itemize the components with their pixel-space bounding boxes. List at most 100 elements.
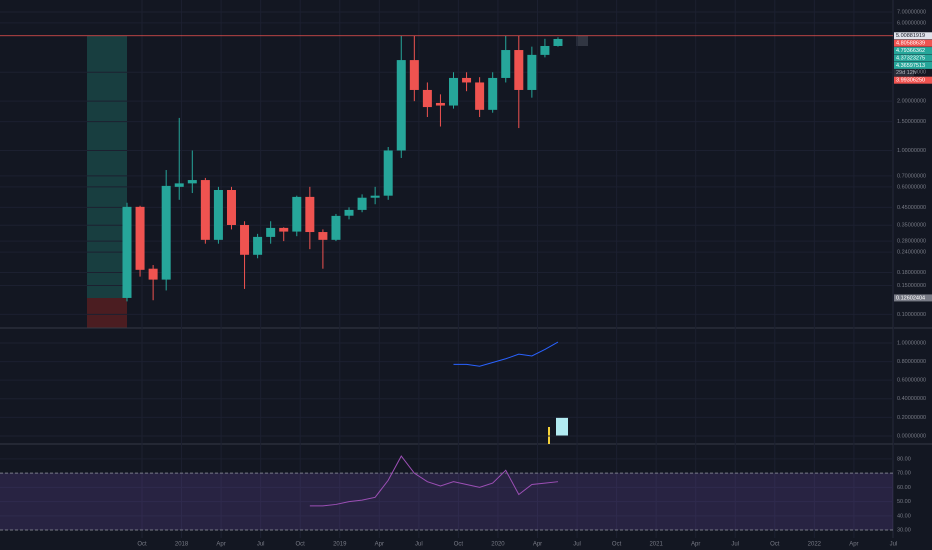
forecast-box [576,36,588,46]
candle-body [240,225,250,255]
y-tick-label: 7.00000000 [897,9,926,15]
price-label: 4.37323275 [896,55,925,61]
x-tick-label: Apr [691,542,700,548]
x-tick-label: 2018 [175,542,189,548]
y-tick-label: 1.50000000 [897,119,926,125]
x-tick-label: Oct [137,542,147,548]
y-tick-label: 0.80000000 [897,359,926,365]
candle-body [226,189,236,226]
y-tick-label: 0.10000000 [897,312,926,318]
x-tick-label: Jul [890,542,898,548]
price-label: 4.36597513 [896,63,925,69]
y-tick-label: 0.45000000 [897,205,926,211]
price-label: 4.79366362 [896,48,925,54]
band-fill [0,473,893,531]
candle-body [213,189,223,240]
price-label: 0.12602404 [896,295,925,301]
series-line [453,341,559,367]
y-tick-label: 0.24000000 [897,250,926,256]
price-label-bg [894,294,932,302]
candle-body [383,150,393,196]
y-tick-label: 0.00000000 [897,433,926,439]
x-tick-label: Jul [731,542,739,548]
candle-body [305,196,315,233]
x-tick-label: Oct [770,542,780,548]
x-tick-label: Jul [415,542,423,548]
y-tick-label: 0.40000000 [897,396,926,402]
position-loss-zone [87,298,127,328]
x-tick-label: 2020 [491,542,505,548]
candle-body [331,215,341,240]
candle-body [449,77,458,106]
y-tick-label: 0.18000000 [897,270,926,276]
price-label-bg [894,47,932,55]
candle-body [527,54,537,90]
price-label-bg [894,61,932,69]
countdown-label: 29d 12h [896,70,916,76]
candle-body [540,45,550,55]
candle-body [253,236,263,255]
x-tick-label: 2022 [808,542,822,548]
x-tick-label: Apr [375,542,384,548]
price-label-bg [894,32,932,40]
candle-body [266,227,276,237]
candle-body [174,183,184,187]
y-tick-label: 60.00 [897,485,911,491]
x-tick-label: Oct [296,542,306,548]
candle-body [396,60,406,151]
candle-body [318,232,328,240]
y-tick-label: 70.00 [897,471,911,477]
candle-body [187,180,197,184]
y-tick-label: 40.00 [897,513,911,519]
y-tick-label: 30.00 [897,527,911,533]
candle-body [435,102,445,106]
candle-body [501,50,511,78]
y-tick-label: 50.00 [897,499,911,505]
candle-body [161,185,171,280]
candle-body [148,268,158,280]
x-tick-label: 2019 [333,542,347,548]
x-tick-label: Apr [216,542,225,548]
x-tick-label: Apr [533,542,542,548]
y-tick-label: 1.00000000 [897,148,926,154]
y-tick-label: 0.15000000 [897,283,926,289]
price-label: 4.80588639 [896,41,925,47]
candle-body [409,60,419,90]
candle-body [292,196,302,232]
candle-body [422,89,432,108]
candle-body [514,50,524,90]
y-tick-label: 0.35000000 [897,223,926,229]
price-label: 5.00881919 [896,33,925,39]
candle-body [553,38,563,46]
y-tick-label: 0.60000000 [897,184,926,190]
candle-body [279,227,289,232]
candle-body [122,206,132,298]
y-tick-label: 80.00 [897,456,911,462]
y-tick-label: 0.20000000 [897,415,926,421]
candle-body [488,77,498,110]
price-label: 3.99306250 [896,78,925,84]
price-label-bg [894,39,932,47]
y-tick-label: 0.70000000 [897,173,926,179]
x-tick-label: 2021 [649,542,663,548]
y-tick-label: 6.00000000 [897,20,926,26]
candle-body [344,209,354,216]
series-line [309,455,559,507]
candle-body [135,206,145,270]
y-tick-label: 1.00000000 [897,340,926,346]
x-tick-label: Oct [612,542,622,548]
x-tick-label: Oct [454,542,464,548]
position-profit-zone [87,36,127,298]
y-tick-label: 0.60000000 [897,378,926,384]
x-tick-label: Jul [257,542,265,548]
x-tick-label: Jul [573,542,581,548]
y-tick-label: 2.00000000 [897,99,926,105]
candle-body [357,197,367,210]
x-tick-label: Apr [849,542,858,548]
candle-body [370,195,380,198]
countdown-bg [894,69,914,77]
price-label-bg [894,54,932,62]
y-tick-label: 0.28000000 [897,239,926,245]
candle-body [462,77,472,83]
